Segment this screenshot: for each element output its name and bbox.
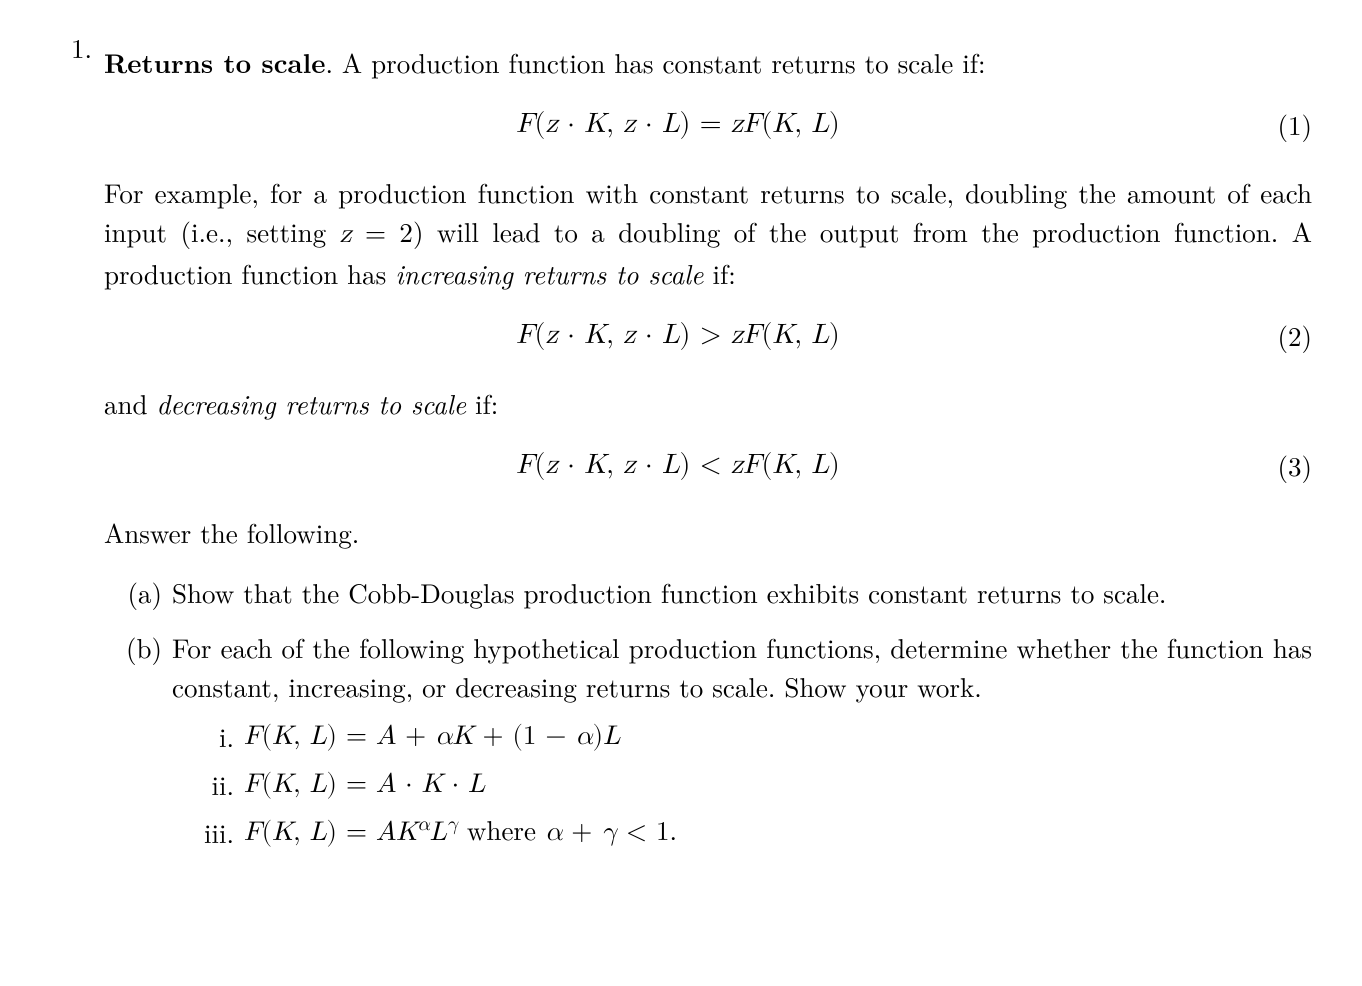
item-iii-label: iii. [172,812,244,854]
para1-math: z = 2 [340,221,413,248]
problem-title: Returns to scale [104,42,325,81]
paragraph-1: For example, for a production function w… [104,173,1312,293]
paragraph-2: and decreasing returns to scale if: [104,384,1312,423]
part-b-label: (b) [104,628,172,860]
problem-1: 1. Returns to scale. A production functi… [50,28,1312,876]
part-b-body: For each of the following hypothetical p… [172,628,1312,860]
equation-1-number: (1) [1252,105,1312,144]
equation-3-math: F(z · K, z · L) < zF(K, L) [104,445,1252,486]
intro-text: . A production function has constant ret… [325,43,985,81]
equation-1: F(z · K, z · L) = zF(K, L) (1) [104,104,1312,145]
equation-2-number: (2) [1252,316,1312,355]
part-a-text: Show that the Cobb-Douglas production fu… [172,573,1312,612]
item-ii: ii. F(K, L) = A · K · L [172,764,1312,806]
item-i: i. F(K, L) = A + αK + (1 − α)L [172,716,1312,758]
para2-italic: decreasing returns to scale [157,384,467,422]
item-iii: iii. F(K, L) = AKαLγ where α + γ < 1. [172,812,1312,854]
para2-a: and [104,384,157,422]
answer-prompt: Answer the following. [104,513,1312,552]
equation-3-number: (3) [1252,446,1312,485]
part-a: (a) Show that the Cobb-Douglas productio… [104,573,1312,612]
part-a-label: (a) [104,573,172,612]
equation-3: F(z · K, z · L) < zF(K, L) (3) [104,445,1312,486]
para2-b: if: [466,384,498,422]
item-i-label: i. [172,716,244,758]
item-iii-math: F(K, L) = AKαLγ where α + γ < 1. [244,812,1312,854]
item-ii-label: ii. [172,764,244,806]
part-b-text: For each of the following hypothetical p… [172,628,1312,705]
roman-list: i. F(K, L) = A + αK + (1 − α)L ii. F(K, … [172,716,1312,854]
problem-body: Returns to scale. A production function … [104,28,1312,876]
item-ii-math: F(K, L) = A · K · L [244,764,1312,806]
sub-parts: (a) Show that the Cobb-Douglas productio… [104,573,1312,860]
para1-italic: increasing returns to scale [395,254,703,292]
intro-line: Returns to scale. A production function … [104,42,1312,82]
equation-2-math: F(z · K, z · L) > zF(K, L) [104,315,1252,356]
equation-1-math: F(z · K, z · L) = zF(K, L) [104,104,1252,145]
para1-c: if: [703,254,735,292]
equation-2: F(z · K, z · L) > zF(K, L) (2) [104,315,1312,356]
part-b: (b) For each of the following hypothetic… [104,628,1312,860]
problem-number: 1. [50,28,104,876]
item-i-math: F(K, L) = A + αK + (1 − α)L [244,716,1312,758]
